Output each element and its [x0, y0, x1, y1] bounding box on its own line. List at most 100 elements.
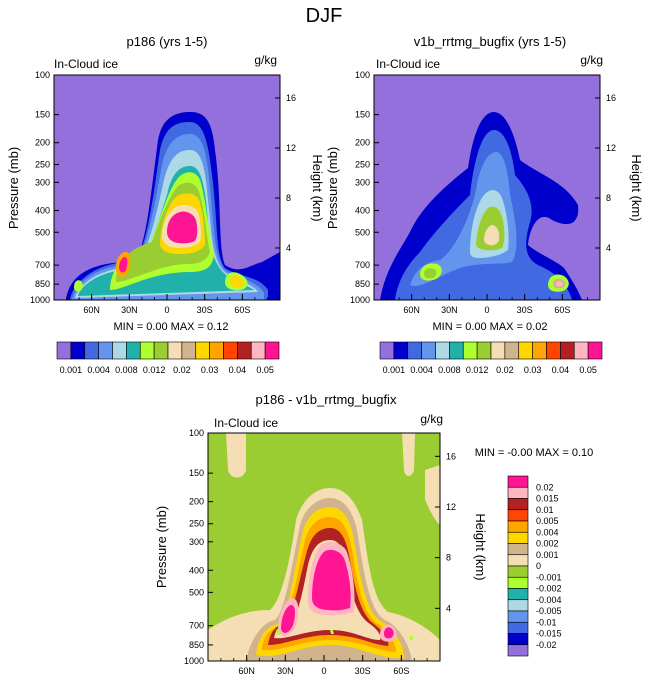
- y2-tick-label: 12: [606, 143, 616, 153]
- x-tick-label: 30S: [355, 666, 371, 676]
- panel-title: p186 - v1b_rrtmg_bugfix: [256, 392, 397, 407]
- colorbar-swatch: [507, 633, 529, 646]
- y-tick-label: 850: [189, 640, 204, 650]
- colorbar-label: -0.004: [536, 595, 562, 605]
- colorbar-swatch: [98, 341, 113, 360]
- colorbar-swatch: [507, 498, 529, 511]
- y-tick-label: 100: [355, 70, 370, 80]
- colorbar-label: 0.03: [201, 365, 219, 375]
- stats-label: MIN = 0.00 MAX = 0.12: [114, 321, 229, 333]
- colorbar-label: 0.015: [536, 494, 559, 504]
- colorbar-swatch: [507, 554, 529, 567]
- colorbar-swatch: [435, 341, 450, 360]
- y-axis-label: Pressure (mb): [325, 147, 340, 229]
- y-tick-label: 250: [35, 160, 50, 170]
- colorbar-label: -0.02: [536, 640, 557, 650]
- y2-tick-label: 4: [446, 603, 451, 613]
- colorbar-label: 0.004: [536, 527, 559, 537]
- y-tick-label: 200: [35, 138, 50, 148]
- y-tick-label: 100: [35, 70, 50, 80]
- y2-tick-label: 4: [286, 243, 291, 253]
- y-tick-label: 500: [35, 227, 50, 237]
- y-tick-label: 100: [189, 428, 204, 438]
- colorbar-label: 0.001: [60, 365, 83, 375]
- colorbar-label: 0.001: [536, 550, 559, 560]
- contour-field: [208, 433, 440, 661]
- colorbar-top-right: 0.001 0.004 0.008 0.012 0.02 0.03 0.04 0.05: [379, 341, 603, 375]
- y-tick-label: 250: [189, 519, 204, 529]
- x-tick-label: 60N: [403, 305, 420, 315]
- colorbar-swatch: [507, 509, 529, 522]
- x-tick-label: 30S: [517, 305, 533, 315]
- y-tick-label: 250: [355, 160, 370, 170]
- y-tick-label: 850: [355, 279, 370, 289]
- colorbar-label: -0.002: [536, 584, 562, 594]
- colorbar-label: 0.04: [552, 365, 570, 375]
- colorbar-label: 0.05: [256, 365, 274, 375]
- contour-field: [54, 75, 280, 300]
- colorbar-label: -0.005: [536, 606, 562, 616]
- units-label: g/kg: [580, 53, 603, 67]
- colorbar-swatch: [507, 576, 529, 589]
- colorbar-label: 0.04: [229, 365, 247, 375]
- colorbar-swatch: [573, 341, 589, 360]
- y-tick-label: 500: [189, 587, 204, 597]
- colorbar-swatch: [167, 341, 183, 360]
- y-axis-label: Pressure (mb): [6, 147, 21, 229]
- colorbar-swatch: [56, 341, 72, 360]
- y-tick-label: 500: [355, 227, 370, 237]
- colorbar-swatch: [70, 341, 86, 360]
- colorbar-swatch: [264, 341, 280, 360]
- y2-axis-label: Height (km): [473, 513, 488, 580]
- colorbar-swatch: [507, 610, 529, 623]
- y2-tick-label: 4: [606, 243, 611, 253]
- colorbar-swatch: [153, 341, 169, 360]
- colorbar-swatch: [507, 599, 529, 612]
- x-tick-label: 30N: [277, 666, 294, 676]
- y-tick-label: 150: [189, 468, 204, 478]
- colorbar-swatch: [237, 341, 252, 360]
- y2-tick-label: 8: [606, 193, 611, 203]
- colorbar-swatch: [490, 341, 506, 360]
- colorbar-swatch: [507, 588, 529, 601]
- colorbar-swatch: [209, 341, 224, 360]
- y2-tick-label: 16: [606, 93, 616, 103]
- colorbar-swatch: [126, 341, 141, 360]
- colorbar-swatch: [250, 341, 266, 360]
- y-tick-label: 700: [35, 260, 50, 270]
- colorbar-swatch: [532, 341, 547, 360]
- x-tick-label: 30S: [197, 305, 213, 315]
- x-tick-label: 0: [164, 305, 169, 315]
- colorbar-swatch: [223, 341, 238, 360]
- colorbar-swatch: [393, 341, 409, 360]
- x-tick-label: 30N: [121, 305, 138, 315]
- x-tick-label: 60S: [393, 666, 409, 676]
- panel-p186: p186 (yrs 1-5) In-Cloud ice g/kg Pressur…: [6, 34, 325, 333]
- colorbar-swatch: [587, 341, 603, 360]
- units-label: g/kg: [420, 412, 443, 426]
- field-label: In-Cloud ice: [376, 57, 440, 71]
- colorbar-swatch: [84, 341, 99, 360]
- colorbar-label: 0.012: [466, 365, 489, 375]
- colorbar-swatch: [507, 543, 529, 556]
- colorbar-label: 0.03: [524, 365, 542, 375]
- y-tick-label: 1000: [30, 295, 50, 305]
- y-tick-label: 300: [189, 537, 204, 547]
- colorbar-swatch: [476, 341, 492, 360]
- colorbar-swatch: [507, 644, 529, 657]
- y-tick-label: 1000: [350, 295, 370, 305]
- colorbar-swatch: [195, 341, 210, 360]
- colorbar-swatch: [546, 341, 561, 360]
- y-tick-label: 1000: [184, 656, 204, 666]
- colorbar-swatch: [518, 341, 533, 360]
- colorbar-swatch: [507, 486, 529, 499]
- colorbar-label: 0.02: [496, 365, 514, 375]
- colorbar-swatch: [560, 341, 575, 360]
- field-label: In-Cloud ice: [54, 57, 118, 71]
- y-tick-label: 150: [35, 110, 50, 120]
- colorbar-swatch: [507, 565, 529, 578]
- x-tick-label: 60S: [234, 305, 250, 315]
- colorbar-swatch: [462, 341, 478, 360]
- y2-axis-label: Height (km): [629, 154, 644, 221]
